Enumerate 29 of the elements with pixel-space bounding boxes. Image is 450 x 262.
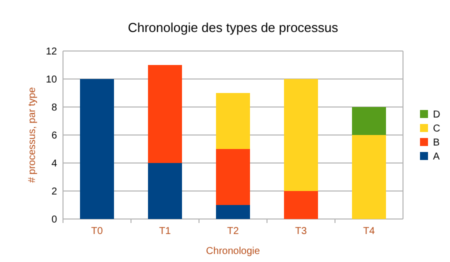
bar [216, 93, 250, 149]
legend-label: C [433, 124, 440, 134]
legend-label: A [433, 152, 440, 162]
y-tick-label: 10 [46, 74, 58, 86]
y-tick-label: 6 [51, 130, 58, 142]
bar [352, 135, 386, 219]
x-tick-label: T4 [363, 226, 376, 237]
bar [216, 205, 250, 219]
x-tick-label: T1 [159, 226, 172, 237]
x-tick-label: T0 [91, 226, 104, 237]
bar [284, 191, 318, 219]
x-tick-label: T2 [227, 226, 240, 237]
y-tick-label: 2 [51, 186, 58, 198]
bar [80, 79, 114, 219]
y-tick-label: 12 [46, 46, 58, 58]
y-tick-label: 4 [51, 158, 58, 170]
legend-label: B [433, 138, 440, 148]
x-tick-label: T3 [295, 226, 308, 237]
bar [352, 107, 386, 135]
bar [148, 163, 182, 219]
bar [284, 79, 318, 191]
y-tick-label: 8 [51, 102, 58, 114]
legend-label: D [433, 110, 440, 120]
x-axis-title: Chronologie [206, 246, 260, 257]
y-tick-label: 0 [51, 214, 58, 226]
bar [216, 149, 250, 205]
bar [148, 65, 182, 163]
y-axis-title: # processus, par type [27, 86, 38, 183]
chart-title: Chronologie des types de processus [128, 20, 339, 35]
